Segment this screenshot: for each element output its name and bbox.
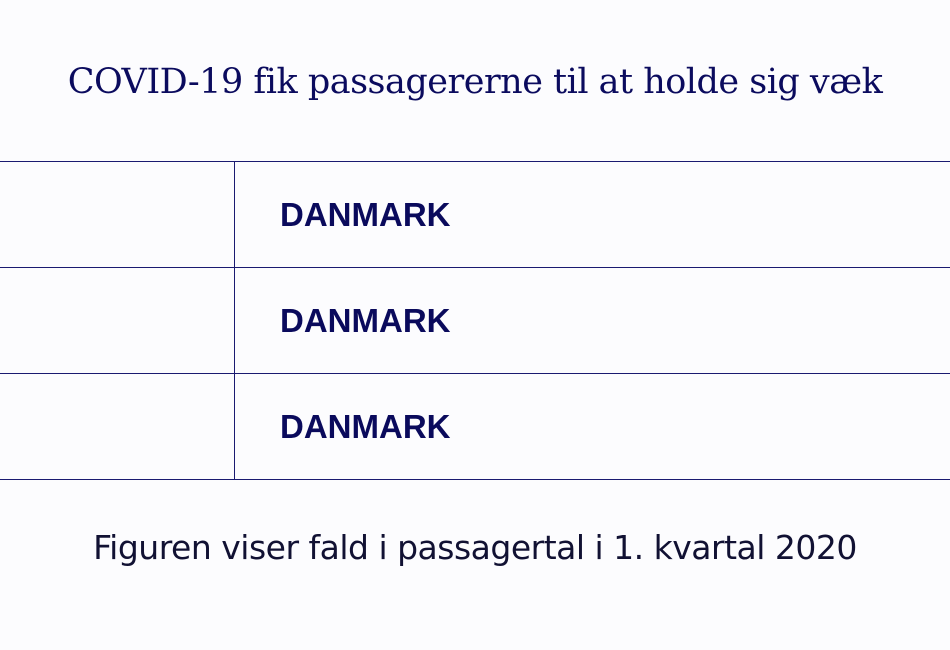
data-table: DANMARK DANMARK DANMARK (0, 161, 950, 480)
table-row: DANMARK (0, 161, 950, 267)
table-row: DANMARK (0, 373, 950, 480)
row-value-cell: DANMARK (280, 195, 451, 233)
page-title: COVID-19 fik passagererne til at holde s… (67, 62, 883, 102)
row-label-cell (0, 268, 235, 373)
row-label-cell (0, 162, 235, 267)
row-label-cell (0, 374, 235, 479)
row-value-cell: DANMARK (280, 407, 451, 445)
row-value-cell: DANMARK (280, 301, 451, 339)
figure-caption: Figuren viser fald i passagertal i 1. kv… (93, 528, 857, 567)
table-row: DANMARK (0, 267, 950, 373)
